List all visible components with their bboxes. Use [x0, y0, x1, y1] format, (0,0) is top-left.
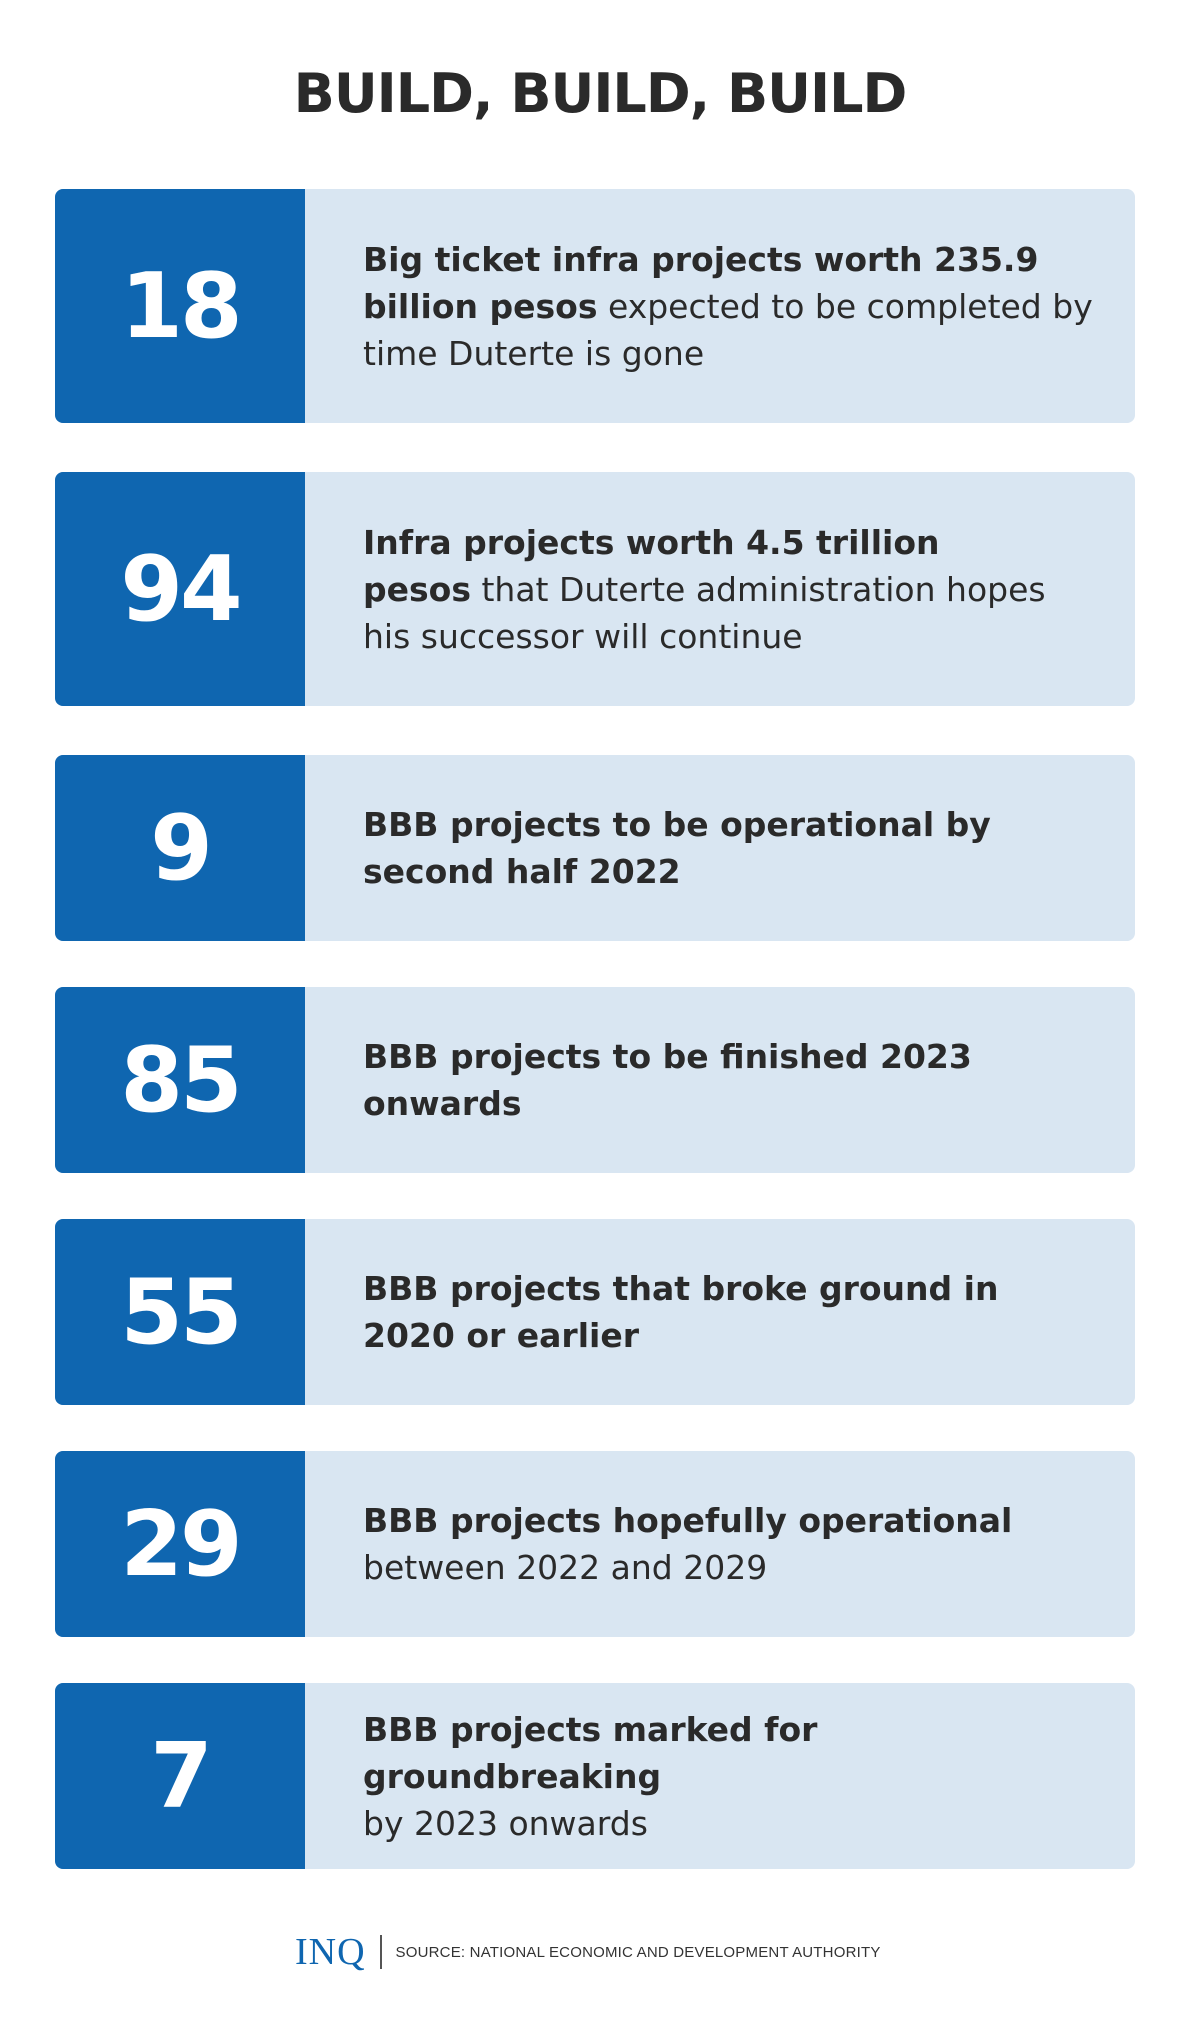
- stat-description: BBB projects marked for groundbreaking b…: [305, 1683, 1135, 1869]
- stat-card: 94 Infra projects worth 4.5 trillion pes…: [55, 472, 1135, 706]
- stat-number-box: 85: [55, 987, 305, 1173]
- stat-card: 7 BBB projects marked for groundbreaking…: [55, 1683, 1135, 1869]
- stat-card: 85 BBB projects to be finished 2023 onwa…: [55, 987, 1135, 1173]
- source-credit: SOURCE: NATIONAL ECONOMIC AND DEVELOPMEN…: [395, 1943, 881, 1961]
- stat-number: 29: [120, 1491, 242, 1597]
- stat-number-box: 9: [55, 755, 305, 941]
- stat-card: 18 Big ticket infra projects worth 235.9…: [55, 189, 1135, 423]
- stat-bold-text: BBB projects that broke ground in 2020 o…: [363, 1269, 999, 1355]
- stat-regular-text: that Duterte administration hopes his su…: [363, 569, 1046, 656]
- stat-card: 29 BBB projects hopefully operational be…: [55, 1451, 1135, 1637]
- stat-bold-text: BBB projects to be operational by second…: [363, 805, 991, 891]
- stat-number: 94: [120, 536, 242, 642]
- stat-bold-text: BBB projects hopefully operational: [363, 1501, 1013, 1540]
- stat-regular-text: by 2023 onwards: [363, 1803, 648, 1843]
- stat-bold-text: Big ticket infra projects worth 235.9 bi…: [363, 239, 1039, 326]
- footer-divider: [379, 1935, 382, 1969]
- stat-card: 55 BBB projects that broke ground in 202…: [55, 1219, 1135, 1405]
- stat-bold-text: Infra projects worth 4.5 trillion pesos: [363, 522, 940, 609]
- footer: INQ SOURCE: NATIONAL ECONOMIC AND DEVELO…: [295, 1930, 881, 1974]
- stat-card: 9 BBB projects to be operational by seco…: [55, 755, 1135, 941]
- stat-number-box: 94: [55, 472, 305, 706]
- stat-description: BBB projects to be finished 2023 onwards: [305, 987, 1135, 1173]
- stat-number-box: 7: [55, 1683, 305, 1869]
- stat-number-box: 18: [55, 189, 305, 423]
- stat-description: Big ticket infra projects worth 235.9 bi…: [305, 189, 1135, 423]
- stat-description: BBB projects that broke ground in 2020 o…: [305, 1219, 1135, 1405]
- stat-regular-text: between 2022 and 2029: [363, 1548, 768, 1587]
- stat-number-box: 29: [55, 1451, 305, 1637]
- inq-logo: INQ: [295, 1931, 366, 1973]
- stat-number: 9: [150, 795, 213, 901]
- stat-number: 7: [150, 1723, 213, 1829]
- stat-number: 55: [120, 1259, 242, 1365]
- stat-description: BBB projects to be operational by second…: [305, 755, 1135, 941]
- page-title: BUILD, BUILD, BUILD: [293, 62, 908, 125]
- stat-bold-text: BBB projects marked for groundbreaking: [363, 1709, 818, 1796]
- stat-number-box: 55: [55, 1219, 305, 1405]
- stat-number: 18: [120, 253, 242, 359]
- stat-description: Infra projects worth 4.5 trillion pesos …: [305, 472, 1135, 706]
- stat-regular-text: expected to be completed by time Duterte…: [363, 286, 1093, 373]
- stat-description: BBB projects hopefully operational betwe…: [305, 1451, 1135, 1637]
- stat-bold-text: BBB projects to be finished 2023 onwards: [363, 1037, 972, 1123]
- stat-number: 85: [120, 1027, 242, 1133]
